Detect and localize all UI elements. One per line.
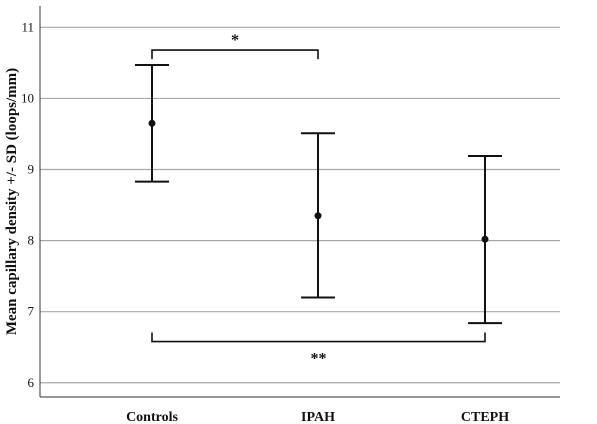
x-tick-label: CTEPH (461, 410, 509, 424)
mean-point (148, 119, 156, 127)
y-tick-label: 10 (21, 90, 34, 105)
data-marks (135, 49, 502, 343)
significance-bracket (151, 49, 319, 60)
y-tick-label: 11 (21, 19, 34, 34)
significance-label: * (231, 32, 239, 49)
y-tick-label: 9 (28, 162, 35, 177)
axes (39, 6, 560, 398)
y-tick-label: 7 (28, 304, 35, 319)
y-tick-label: 8 (28, 233, 35, 248)
y-axis-label: Mean capillary density +/- SD (loops/mm) (4, 68, 20, 335)
significance-label: ** (311, 351, 327, 368)
labels: 6 7 8 9 10 11 Controls IPAH CTEPH Mean capillary … (4, 19, 509, 424)
gridlines (40, 26, 560, 384)
x-tick-label: IPAH (301, 410, 335, 424)
mean-point (314, 212, 322, 220)
significance-bracket (151, 332, 486, 343)
y-tick-label: 6 (28, 375, 35, 390)
mean-point (481, 235, 489, 243)
x-tick-label: Controls (126, 410, 178, 424)
